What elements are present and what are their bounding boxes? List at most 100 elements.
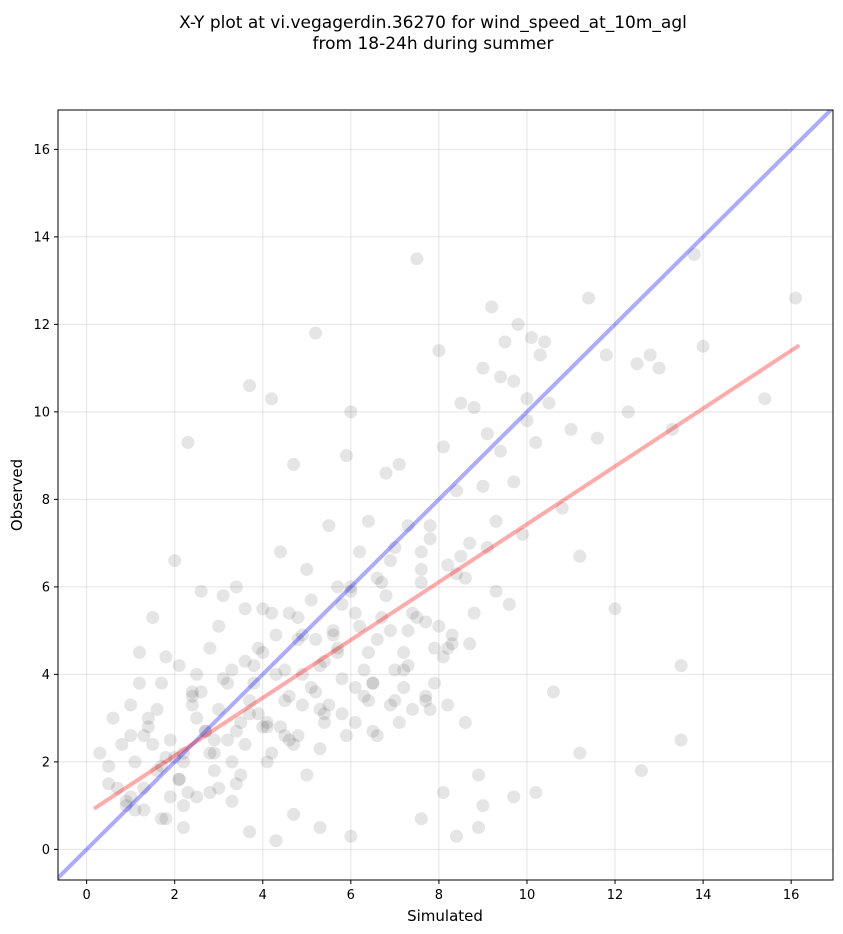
data-point [304, 681, 318, 694]
data-point [172, 772, 186, 786]
data-point [185, 685, 199, 699]
data-point [331, 580, 345, 594]
data-point [538, 335, 552, 349]
data-point [287, 457, 301, 471]
data-point [137, 803, 151, 817]
data-point [520, 392, 534, 406]
data-point [282, 606, 296, 620]
data-point [339, 449, 353, 463]
data-point [414, 545, 428, 559]
data-point [309, 685, 323, 699]
data-point [361, 646, 375, 659]
data-point [445, 628, 459, 642]
data-point [247, 676, 261, 690]
data-point [282, 689, 296, 703]
data-point [132, 676, 146, 690]
data-point [524, 331, 538, 344]
reference-lines [58, 110, 833, 880]
data-point [141, 711, 155, 725]
data-point [229, 777, 243, 791]
data-point [203, 641, 217, 655]
data-point [141, 720, 155, 734]
data-point [269, 628, 283, 642]
x-tick-label: 4 [259, 888, 267, 903]
chart-title-line2: from 18-24h during summer [313, 34, 554, 54]
data-point [573, 746, 587, 760]
data-point [119, 799, 133, 813]
data-point [436, 440, 450, 454]
data-point [419, 615, 433, 629]
data-point [225, 794, 239, 808]
data-point [128, 803, 142, 817]
data-point [124, 729, 138, 743]
data-point [331, 641, 345, 655]
data-point [608, 602, 622, 616]
x-tick-label: 0 [82, 888, 90, 903]
data-point [181, 786, 195, 799]
data-point [507, 374, 521, 388]
data-point [176, 821, 190, 834]
data-point [450, 484, 464, 498]
data-point [256, 646, 270, 659]
data-point [102, 759, 116, 773]
data-point [265, 392, 279, 406]
data-point [190, 667, 204, 681]
data-point [546, 685, 560, 699]
data-point [379, 466, 393, 480]
data-point [304, 593, 318, 607]
data-point [295, 698, 309, 712]
data-point [234, 716, 248, 729]
data-point [124, 698, 138, 712]
data-point [555, 501, 569, 515]
data-point [317, 716, 331, 729]
data-point [599, 348, 613, 362]
data-point [256, 602, 270, 616]
data-point [573, 549, 587, 563]
data-point [216, 672, 230, 686]
data-point [278, 663, 292, 677]
data-point [278, 729, 292, 743]
data-point [154, 812, 168, 826]
data-point [322, 519, 336, 533]
y-tick-label: 8 [42, 493, 50, 508]
data-point [427, 676, 441, 690]
data-point [441, 698, 455, 712]
data-point [643, 348, 657, 362]
data-point [185, 698, 199, 712]
data-point [247, 659, 261, 673]
data-point [181, 436, 195, 449]
data-point [419, 689, 433, 703]
data-point [339, 729, 353, 743]
data-point [326, 628, 340, 642]
identity-line [58, 110, 833, 880]
scatter-points [93, 247, 803, 848]
data-point [300, 768, 314, 782]
data-point [326, 624, 340, 638]
data-point [498, 335, 512, 349]
data-point [190, 790, 204, 804]
data-point [168, 554, 182, 568]
data-point [366, 676, 380, 690]
data-point [388, 694, 402, 708]
data-point [401, 519, 415, 533]
y-tick-label: 12 [33, 318, 50, 333]
data-point [176, 755, 190, 769]
data-point [463, 637, 477, 651]
data-point [225, 663, 239, 677]
data-point [476, 479, 490, 493]
data-point [212, 619, 226, 633]
data-point [630, 357, 644, 371]
data-point [674, 659, 688, 673]
data-point [590, 431, 604, 445]
data-point [322, 698, 336, 712]
y-tick-label: 0 [42, 843, 50, 858]
x-axis-label: Simulated [407, 907, 483, 925]
data-point [348, 681, 362, 694]
y-axis-label: Observed [8, 459, 26, 531]
data-point [93, 746, 107, 760]
data-point [265, 746, 279, 760]
x-tick-label: 2 [171, 888, 179, 903]
data-point [335, 707, 349, 721]
data-point [436, 786, 450, 799]
